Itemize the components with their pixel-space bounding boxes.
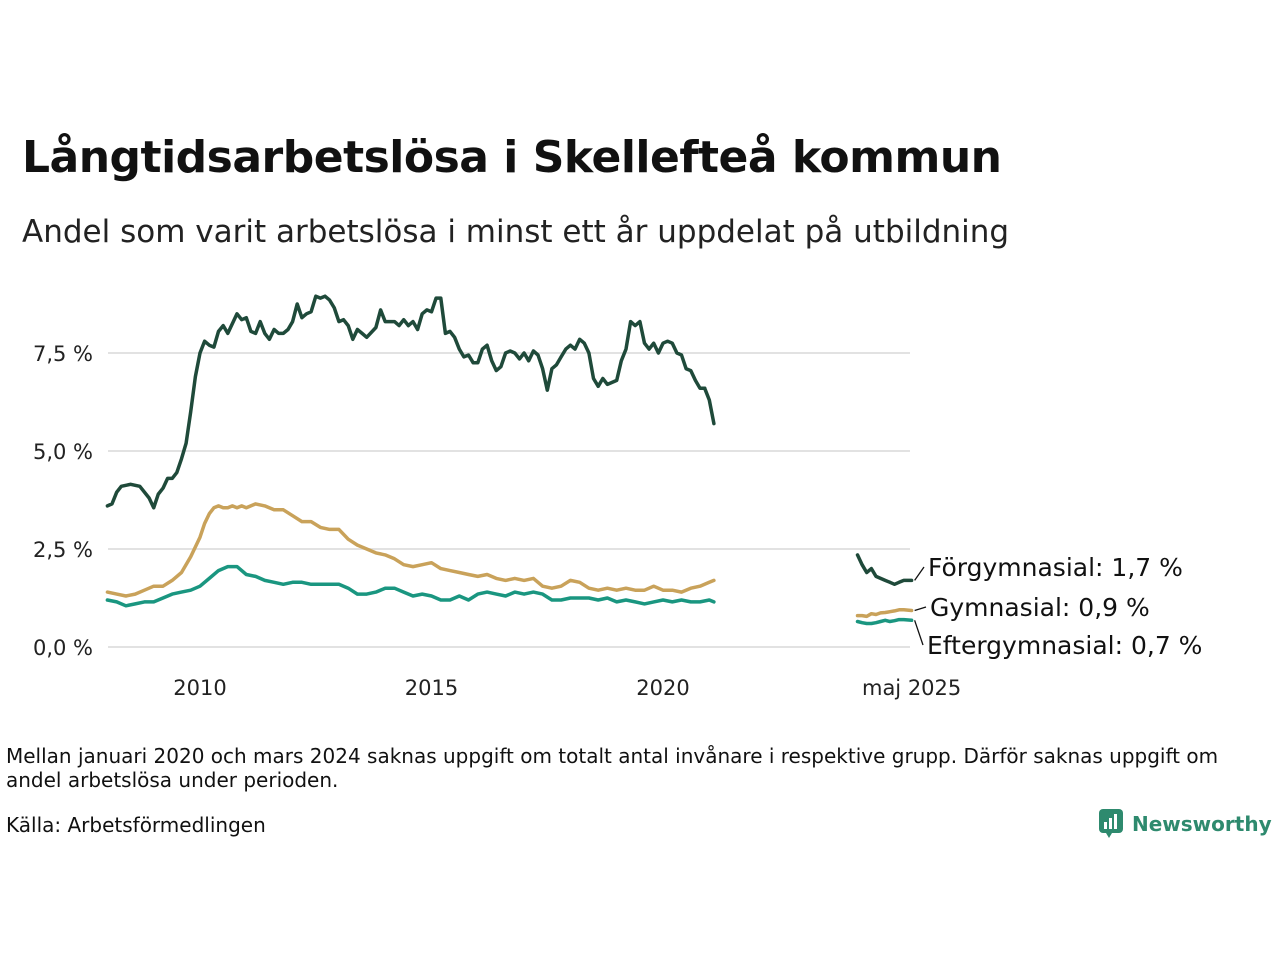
- chart-note: Mellan januari 2020 och mars 2024 saknas…: [6, 744, 1219, 792]
- y-tick-label: 2,5 %: [33, 538, 93, 562]
- chart-subtitle: Andel som varit arbetslösa i minst ett å…: [22, 214, 1010, 250]
- line-chart: 0,0 % 2,5 % 5,0 % 7,5 % 2010 2015 2020 maj 202…: [33, 294, 1202, 700]
- x-tick-label: 2015: [405, 676, 458, 700]
- x-tick-label: 2020: [636, 676, 689, 700]
- gridlines: [108, 352, 910, 648]
- series-line-eftergymnasial: [105, 564, 716, 608]
- x-tick-label: maj 2025: [862, 676, 961, 700]
- chart-logo-icon: [1099, 809, 1123, 838]
- x-tick-label: 2010: [173, 676, 226, 700]
- chart-source: Källa: Arbetsförmedlingen: [6, 813, 266, 837]
- end-label-förgymnasial: Förgymnasial: 1,7 %: [928, 553, 1183, 582]
- brand-logo: Newsworthy: [1098, 808, 1272, 840]
- series-line-förgymnasial: [855, 553, 914, 587]
- series-lines: [105, 294, 914, 626]
- brand-name: Newsworthy: [1132, 812, 1272, 836]
- series-line-gymnasial: [105, 502, 716, 598]
- y-axis: 0,0 % 2,5 % 5,0 % 7,5 %: [33, 342, 93, 660]
- y-tick-label: 7,5 %: [33, 342, 93, 366]
- label-leader-line: [914, 566, 925, 581]
- end-labels: Förgymnasial: 1,7 % Gymnasial: 0,9 % Efter…: [914, 553, 1202, 660]
- y-tick-label: 5,0 %: [33, 440, 93, 464]
- series-line-gymnasial: [855, 608, 914, 619]
- label-leader-line: [914, 620, 924, 646]
- series-line-förgymnasial: [702, 386, 716, 426]
- end-label-gymnasial: Gymnasial: 0,9 %: [930, 593, 1150, 622]
- y-tick-label: 0,0 %: [33, 636, 93, 660]
- x-axis: 2010 2015 2020 maj 2025: [173, 676, 961, 700]
- chart-title: Långtidsarbetslösa i Skellefteå kommun: [22, 132, 1002, 183]
- series-line-eftergymnasial: [855, 617, 914, 626]
- series-line-förgymnasial: [105, 294, 707, 510]
- label-leader-line: [914, 606, 927, 612]
- end-label-eftergymnasial: Eftergymnasial: 0,7 %: [927, 631, 1202, 660]
